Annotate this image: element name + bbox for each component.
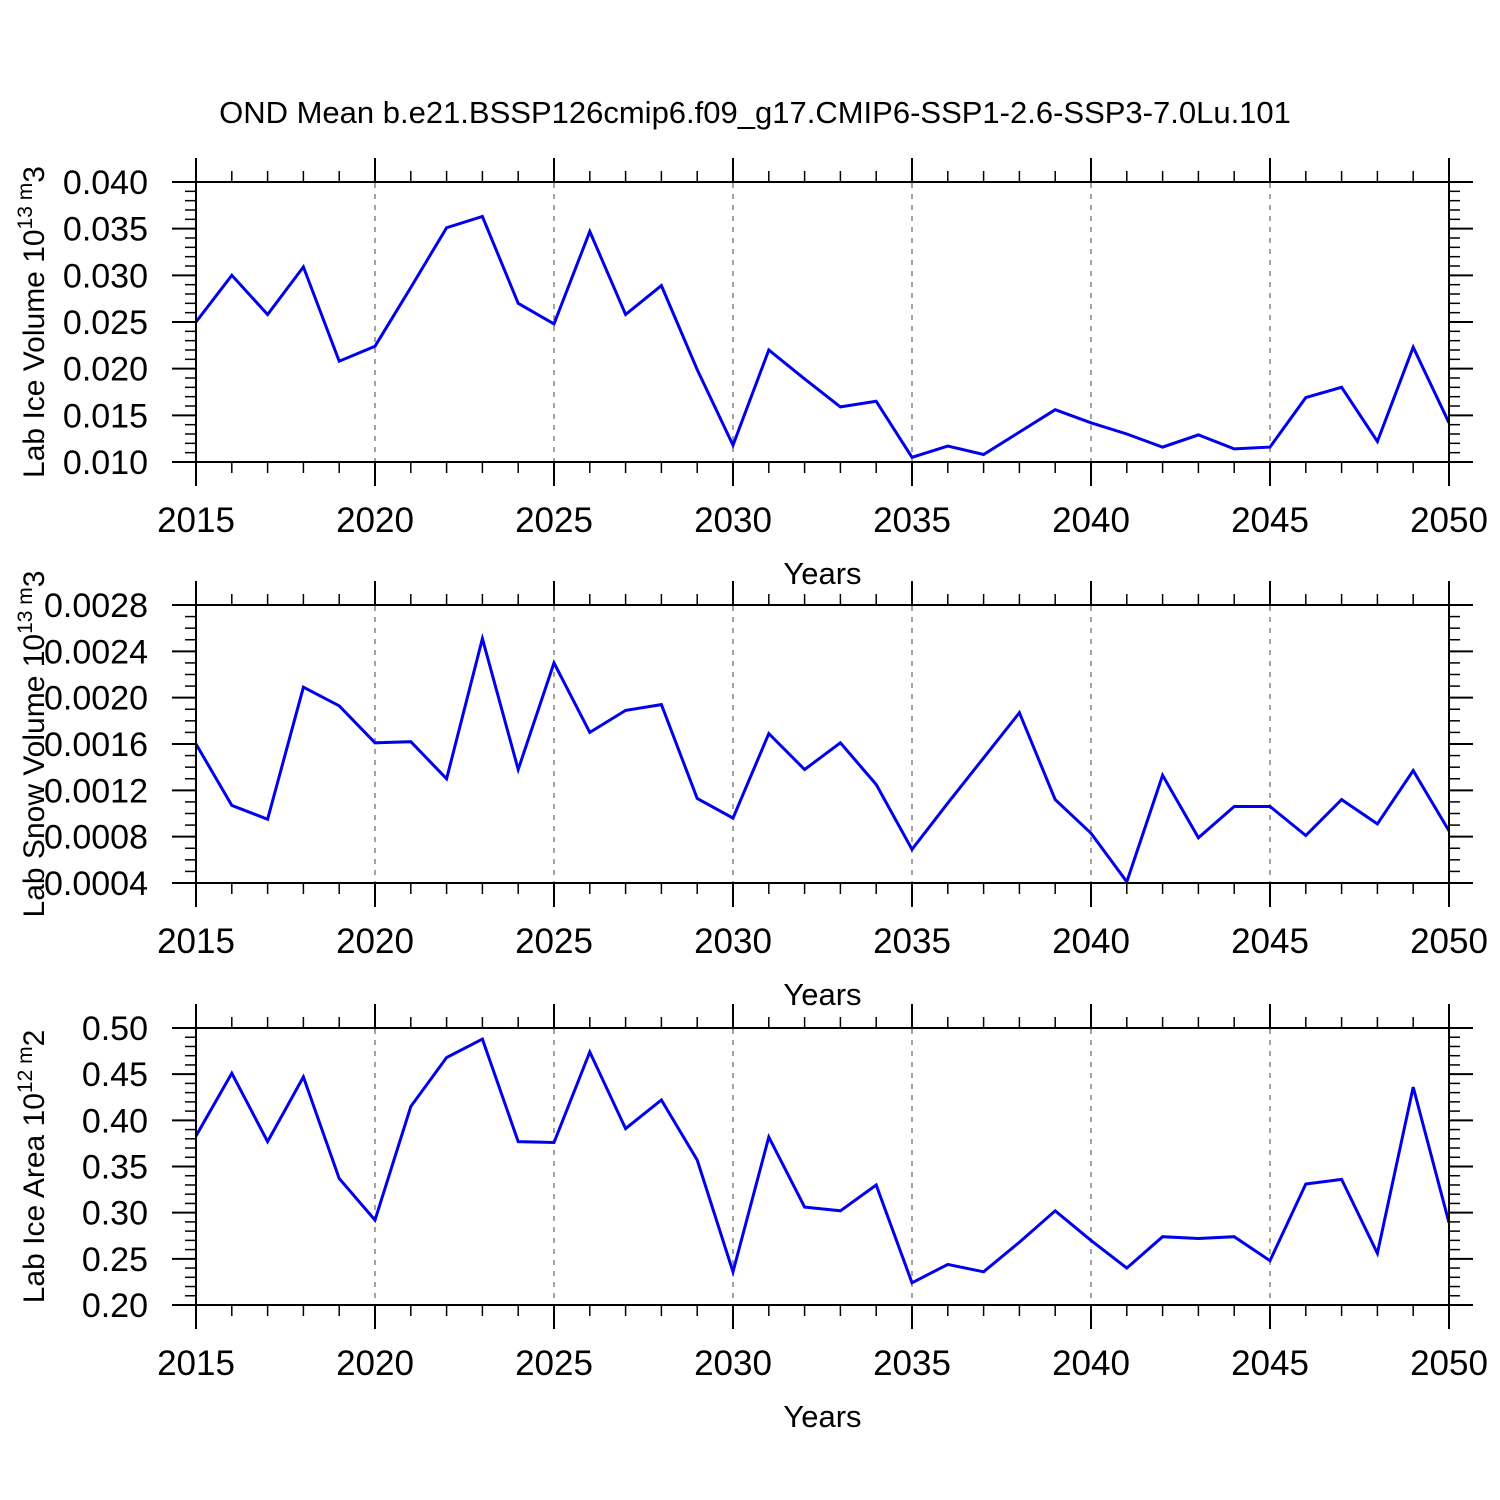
panel-2-xtick-label-2035: 2035 <box>873 922 951 961</box>
panel-3-ytick-label-0.20: 0.20 <box>82 1287 148 1325</box>
panel-2-xtick-label-2050: 2050 <box>1410 922 1488 961</box>
panel-1-ytick-label-0.015: 0.015 <box>63 397 148 435</box>
panel-2-ytick-label-0.0016: 0.0016 <box>44 726 148 764</box>
panel-1-ytick-label-0.010: 0.010 <box>63 444 148 482</box>
panel-3-xtick-label-2050: 2050 <box>1410 1344 1488 1383</box>
panel-3-xtick-label-2025: 2025 <box>515 1344 593 1383</box>
panel-2: 0.0028 0.0024 0.0020 0.0016 0.0012 0.0008 0.00… <box>14 571 1488 1012</box>
panel-1-xtick-label-2030: 2030 <box>694 501 772 540</box>
panel-2-yaxis-title: Lab Snow Volume 1013 m3 <box>14 571 51 918</box>
panel-3-xaxis-title: Years <box>783 1399 861 1434</box>
panel-3-xtick-label-2030: 2030 <box>694 1344 772 1383</box>
panel-3-xtick-label-2040: 2040 <box>1052 1344 1130 1383</box>
panel-3-ytick-label-0.30: 0.30 <box>82 1195 148 1233</box>
panel-2-xtick-label-2030: 2030 <box>694 922 772 961</box>
panel-1-xaxis-title: Years <box>783 556 861 591</box>
panel-1-xtick-label-2050: 2050 <box>1410 501 1488 540</box>
panel-3-xtick-label-2035: 2035 <box>873 1344 951 1383</box>
panel-1-ytick-label-0.025: 0.025 <box>63 304 148 342</box>
panel-3-ytick-label-0.35: 0.35 <box>82 1149 148 1187</box>
panel-3-ytick-label-0.45: 0.45 <box>82 1056 148 1094</box>
panel-2-ytick-label-0.0028: 0.0028 <box>44 587 148 625</box>
panel-3-series-line <box>194 1036 1451 1285</box>
panel-2-ytick-label-0.0012: 0.0012 <box>44 772 148 810</box>
panel-1-xtick-label-2020: 2020 <box>336 501 414 540</box>
panel-2-xtick-label-2020: 2020 <box>336 922 414 961</box>
panel-3-frame <box>195 1027 1450 1306</box>
panel-1-ytick-label-0.040: 0.040 <box>63 164 148 202</box>
panel-3-xtick-label-2045: 2045 <box>1231 1344 1309 1383</box>
panel-1-xtick-label-2045: 2045 <box>1231 501 1309 540</box>
page-title: OND Mean b.e21.BSSP126cmip6.f09_g17.CMIP… <box>219 95 1291 130</box>
panel-1-xtick-label-2015: 2015 <box>157 501 235 540</box>
panel-1-frame <box>195 181 1450 463</box>
panel-1-yaxis-title: Lab Ice Volume 1013 m3 <box>14 166 51 478</box>
panel-1-ytick-label-0.020: 0.020 <box>63 351 148 389</box>
panel-2-xtick-label-2025: 2025 <box>515 922 593 961</box>
panel-2-ytick-label-0.0020: 0.0020 <box>44 680 148 718</box>
panel-3-yaxis-title: Lab Ice Area 1012 m2 <box>14 1030 51 1304</box>
panel-3-ytick-label-0.50: 0.50 <box>82 1010 148 1048</box>
panel-1-ytick-label-0.030: 0.030 <box>63 257 148 295</box>
panel-2-xaxis-title: Years <box>783 977 861 1012</box>
panel-1-xtick-label-2040: 2040 <box>1052 501 1130 540</box>
panel-1-xtick-label-2035: 2035 <box>873 501 951 540</box>
panel-2-xtick-label-2015: 2015 <box>157 922 235 961</box>
panel-2-xtick-label-2040: 2040 <box>1052 922 1130 961</box>
panel-2-ytick-label-0.0004: 0.0004 <box>44 865 148 903</box>
panel-2-series-line <box>194 632 1451 886</box>
panel-1-series-line <box>194 214 1451 460</box>
panel-3-ytick-label-0.40: 0.40 <box>82 1102 148 1140</box>
panel-2-ytick-label-0.0024: 0.0024 <box>44 633 148 671</box>
panel-2-xtick-label-2045: 2045 <box>1231 922 1309 961</box>
panel-2-ytick-label-0.0008: 0.0008 <box>44 819 148 857</box>
panel-3-xtick-label-2015: 2015 <box>157 1344 235 1383</box>
panel-3-ytick-label-0.25: 0.25 <box>82 1241 148 1279</box>
panel-1-xtick-label-2025: 2025 <box>515 501 593 540</box>
panel-3-xtick-label-2020: 2020 <box>336 1344 414 1383</box>
panel-1-ytick-label-0.035: 0.035 <box>63 211 148 249</box>
